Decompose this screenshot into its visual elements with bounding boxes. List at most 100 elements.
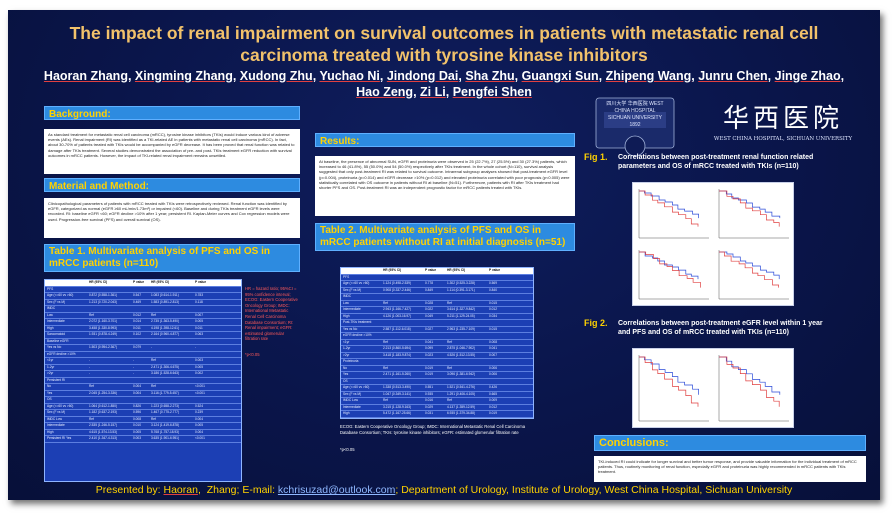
table-cell: 1.467 (0.775-2.777) — [151, 410, 179, 414]
table-cell: 0.007 — [489, 352, 497, 357]
table-cell: IMDC Low — [47, 416, 62, 421]
table-cell: 0.778 — [425, 281, 433, 285]
table-cell: Yes vs No — [47, 345, 62, 349]
table-cell: 0.022 — [425, 307, 433, 311]
methods-heading: Material and Method: — [44, 178, 300, 192]
author-list: Haoran Zhang, Xingming Zhang, Xudong Zhu… — [18, 68, 870, 100]
table-header-row: HR (95% CI) P value HR (95% CI) P value — [341, 268, 533, 275]
table-cell: Ref — [151, 312, 156, 317]
email-link[interactable]: kchrisuzad@outlook.com — [277, 484, 396, 496]
fig2-label: Fig 2. — [584, 318, 608, 328]
table-row: eGFR decline >10% — [45, 352, 241, 358]
table-cell: 4.126 (1.003-16.97) — [383, 313, 411, 318]
table-row: High 4.126 (1.003-16.97) 0.049 5.211 (1.129… — [341, 313, 533, 320]
table-cell: PFS — [47, 286, 54, 291]
table-cell: - — [133, 371, 135, 375]
table-cell: >2yr — [343, 352, 350, 357]
table-cell: 1-2yr — [47, 364, 55, 369]
author-name: Yuchao Ni — [319, 69, 380, 83]
table-row: OS — [45, 397, 241, 404]
table-row: Low Ref 0.028 Ref 0.015 — [341, 300, 533, 307]
table-cell: 0.007 — [195, 312, 203, 317]
table-cell: Sex (F vs M) — [47, 410, 66, 414]
table-cell: 0.665 — [489, 391, 497, 396]
author-name: Junru Chen — [698, 69, 768, 83]
table-cell: 0.005 — [195, 423, 203, 427]
table-cell: 0.569 — [489, 281, 497, 285]
table-cell: 0.019 — [425, 372, 433, 376]
footer-email-label: ; E-mail: — [236, 484, 278, 496]
table-cell: 0.009 — [489, 398, 497, 402]
table-cell: 1.047 (0.349-3.141) — [383, 391, 411, 396]
table-cell: 0.826 — [133, 403, 141, 408]
table-cell: IMDC Low — [343, 398, 358, 402]
km-curve — [719, 190, 780, 227]
table-cell: Ref — [383, 300, 388, 305]
table-cell: 2.045 (1.254-3.336) — [89, 390, 117, 395]
table-header-cell: P value — [489, 268, 501, 272]
table-row: No Ref 0.019 Ref 0.006 — [341, 365, 533, 372]
table-cell: Persistent RI — [47, 377, 66, 382]
table-row: Baseline eGFR — [45, 339, 241, 345]
table-cell: 0.014 — [133, 319, 141, 323]
table-cell: 2.735 (1.363-5.490) — [151, 319, 179, 323]
table-cell: 1.291 (0.406-4.105) — [447, 391, 475, 396]
table-cell: 0.019 — [489, 411, 497, 415]
table-cell: 0.935 — [425, 391, 433, 396]
table-cell: 1.114 (0.391-3.171) — [447, 287, 475, 292]
table-cell: 0.041 — [489, 346, 497, 350]
km-curve — [719, 190, 781, 219]
table-row: eGFR decline >10% — [341, 333, 533, 340]
km-axes — [638, 355, 709, 422]
table-row: Age (<=60 vs >60) 1.064 (0.612-1.850) 0.82… — [45, 403, 241, 410]
table-cell: 0.023 — [425, 352, 433, 357]
conclusions-text: TKI-induced RI could indicate for longer… — [594, 456, 866, 482]
table-cell: >2yr — [47, 371, 54, 375]
table-cell: - — [89, 364, 91, 369]
table-cell: 6.935 (1.379-34.88) — [447, 411, 475, 415]
table-cell: - — [133, 358, 135, 362]
table-cell: Age (<=60 vs >60) — [47, 293, 74, 297]
table-row: Age (<=60 vs >60) 1.338 (0.513-3.490) 0.55… — [341, 385, 533, 392]
table-cell: Ref — [89, 384, 94, 388]
table-row: Post-TKIs RI2.914 (1.132-7.501)0.0273.77… — [341, 418, 533, 419]
table-cell: Low — [343, 300, 349, 305]
author-name: Xudong Zhu — [239, 69, 313, 83]
table-cell: 0.063 — [195, 332, 203, 336]
table2-notes: ECOG: Eastern Cooperative Oncology Group… — [340, 424, 526, 435]
table-cell: 1.931 (0.878-4.249) — [89, 332, 117, 336]
table-cell: Age (<=60 vs >60) — [343, 385, 370, 389]
fig2-text: Correlations between post-treatment eGFR… — [618, 320, 823, 336]
table-cell: 2.410 (1.347-4.313) — [89, 436, 117, 440]
table-cell: High — [47, 429, 54, 434]
table-cell: 0.079 — [133, 345, 141, 349]
table-cell: Intermediate — [343, 307, 361, 311]
table-cell: Ref — [447, 365, 452, 370]
table-cell: 4.526 (1.512-13.55) — [447, 352, 475, 357]
table-cell: 1.083 (0.614-1.911) — [151, 293, 179, 297]
poster: The impact of renal impairment on surviv… — [8, 10, 880, 500]
table-row: Sex (F vs M) 1.213 (0.720-2.043) 0.469 1.58… — [45, 300, 241, 306]
author-name: Zi Li — [420, 85, 446, 99]
table-row: <1yr Ref 0.041 Ref 0.008 — [341, 339, 533, 346]
table-cell: 5.472 (1.167-25.66) — [383, 411, 411, 415]
table-cell: Ref — [151, 358, 156, 362]
table-cell: 2.471 (1.161-5.260) — [383, 372, 411, 376]
table-cell: 0.028 — [425, 300, 433, 305]
table-row: Intermediate 2.943 (1.166-7.427) 0.022 3.61… — [341, 307, 533, 314]
table-cell: 3.116 (1.779-5.457) — [151, 390, 179, 395]
table-cell: 0.015 — [489, 300, 497, 305]
km-curve — [639, 356, 699, 395]
table-cell: <1yr — [47, 358, 54, 362]
table-cell: Intermediate — [47, 319, 65, 323]
table-row: Sex (F vs M) 1.047 (0.349-3.141) 0.935 1.29… — [341, 391, 533, 398]
table-cell: 0.008 — [133, 416, 141, 421]
fig1-text: Correlations between post-treatment rena… — [618, 154, 814, 170]
table-cell: 0.008 — [489, 339, 497, 344]
table-row: Low Ref 0.012 Ref 0.007 — [45, 312, 241, 319]
results-heading: Results: — [315, 133, 575, 147]
brand-cn: 华西医院 — [722, 104, 843, 134]
author-name: Zhipeng Wang — [605, 69, 692, 83]
km-curve — [719, 251, 779, 288]
table-cell: 0.041 — [425, 339, 433, 344]
